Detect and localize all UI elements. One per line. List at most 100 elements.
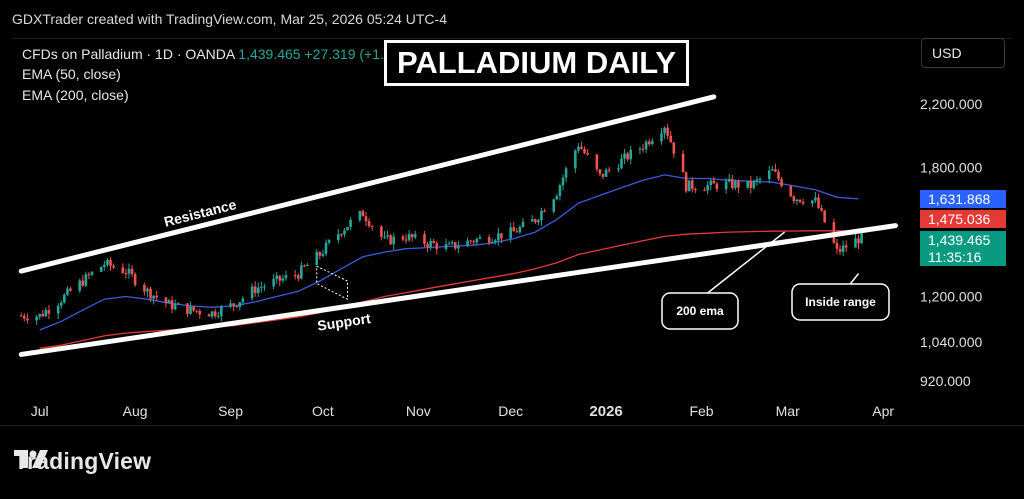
y-tick-label: 1,800.000 xyxy=(920,160,982,176)
candle-body xyxy=(820,207,823,211)
candle-body xyxy=(623,153,626,159)
candle-body xyxy=(512,227,516,232)
candle-body xyxy=(281,278,285,281)
candle-body xyxy=(604,169,608,177)
candle-body xyxy=(558,185,562,196)
candle-body xyxy=(537,220,540,223)
candle-body xyxy=(23,315,26,319)
x-tick-label: Feb xyxy=(689,403,713,419)
chart-area[interactable]: 2,200.000 1,800.000 1,200.000 1,040.000 920.… xyxy=(12,38,1012,425)
candle-body xyxy=(515,231,519,233)
candle-body xyxy=(130,268,134,275)
candle-body xyxy=(90,271,94,275)
candle-body xyxy=(447,243,451,245)
countdown-badge: 11:35:16 xyxy=(920,248,1006,266)
candle-body xyxy=(771,169,774,171)
resistance-line xyxy=(18,94,717,274)
candle-body xyxy=(715,183,719,190)
candle-body xyxy=(389,235,392,245)
footer xyxy=(0,425,1024,499)
candle-body xyxy=(703,190,706,192)
legend-ema200[interactable]: EMA (200, close) xyxy=(22,87,129,103)
candle-body xyxy=(607,169,611,171)
candle-body xyxy=(432,241,436,244)
candle-body xyxy=(472,241,476,243)
candle-body xyxy=(841,245,845,252)
candle-body xyxy=(478,237,482,239)
candle-body xyxy=(260,286,263,288)
candle-body xyxy=(457,246,460,249)
candle-body xyxy=(577,146,580,151)
candle-body xyxy=(361,211,365,217)
inside-range-callout-box xyxy=(791,283,890,321)
candle-body xyxy=(146,288,149,292)
candle-body xyxy=(509,227,512,239)
tradingview-logo[interactable]: TradingView xyxy=(14,448,151,475)
top-bar: GDXTrader created with TradingView.com, … xyxy=(0,0,1024,38)
candle-body xyxy=(450,242,454,244)
candle-body xyxy=(99,266,103,272)
candle-body xyxy=(475,238,479,243)
candle-body xyxy=(121,267,125,274)
candle-body xyxy=(755,179,759,181)
candle-body xyxy=(186,303,189,314)
candle-body xyxy=(487,237,491,243)
candle-body xyxy=(127,268,131,274)
currency-button[interactable]: USD xyxy=(921,38,1005,68)
candle-body xyxy=(469,240,472,242)
candle-body xyxy=(152,295,155,299)
candle-body xyxy=(346,226,349,231)
candle-body xyxy=(315,252,319,265)
candle-body xyxy=(253,286,257,293)
ema200-callout-pointer xyxy=(707,231,786,294)
legend-symbol-line: CFDs on Palladium · 1D · OANDA 1,439.465… xyxy=(22,46,417,62)
candle-body xyxy=(814,197,817,201)
candle-body xyxy=(626,153,629,160)
x-tick-label: Dec xyxy=(498,403,523,419)
candle-body xyxy=(321,253,325,256)
candle-body xyxy=(124,273,128,275)
candle-body xyxy=(38,313,42,317)
candle-body xyxy=(343,230,346,235)
chart-credit: GDXTrader created with TradingView.com, … xyxy=(12,11,447,27)
candle-body xyxy=(780,178,783,187)
candle-body xyxy=(423,234,426,244)
candle-body xyxy=(349,219,352,227)
candle-body xyxy=(229,303,232,307)
candle-body xyxy=(81,280,85,286)
candle-body xyxy=(798,199,802,203)
ema50-line xyxy=(39,174,859,331)
candle-body xyxy=(84,274,88,286)
candle-body xyxy=(216,315,220,317)
candle-body xyxy=(444,244,448,250)
candle-body xyxy=(284,275,288,279)
symbol-info[interactable]: CFDs on Palladium · 1D · OANDA xyxy=(22,46,235,62)
candle-body xyxy=(44,310,48,317)
candle-body xyxy=(644,141,648,150)
candle-body xyxy=(466,240,469,247)
candle-body xyxy=(232,303,235,307)
legend-ema50[interactable]: EMA (50, close) xyxy=(22,66,121,82)
candle-body xyxy=(687,180,691,192)
ema200-callout-label: 200 ema xyxy=(676,304,724,318)
last-price: 1,439.465 xyxy=(238,46,301,62)
candle-body xyxy=(303,265,306,267)
candle-body xyxy=(650,141,654,145)
candle-body xyxy=(195,310,198,312)
candle-body xyxy=(189,306,192,314)
candle-body xyxy=(817,197,820,208)
candle-body xyxy=(167,300,171,303)
support-line xyxy=(18,223,898,357)
candle-body xyxy=(235,306,239,308)
candle-body xyxy=(35,316,38,321)
candle-body xyxy=(272,278,275,287)
candle-body xyxy=(296,275,300,279)
candle-body xyxy=(256,287,260,293)
candle-body xyxy=(731,178,734,188)
price-chart[interactable]: 2,200.000 1,800.000 1,200.000 1,040.000 920.… xyxy=(12,39,1012,425)
candle-body xyxy=(497,233,500,241)
candle-body xyxy=(564,168,568,178)
candle-body xyxy=(774,169,777,172)
candle-body xyxy=(392,236,396,245)
candle-body xyxy=(170,300,174,310)
